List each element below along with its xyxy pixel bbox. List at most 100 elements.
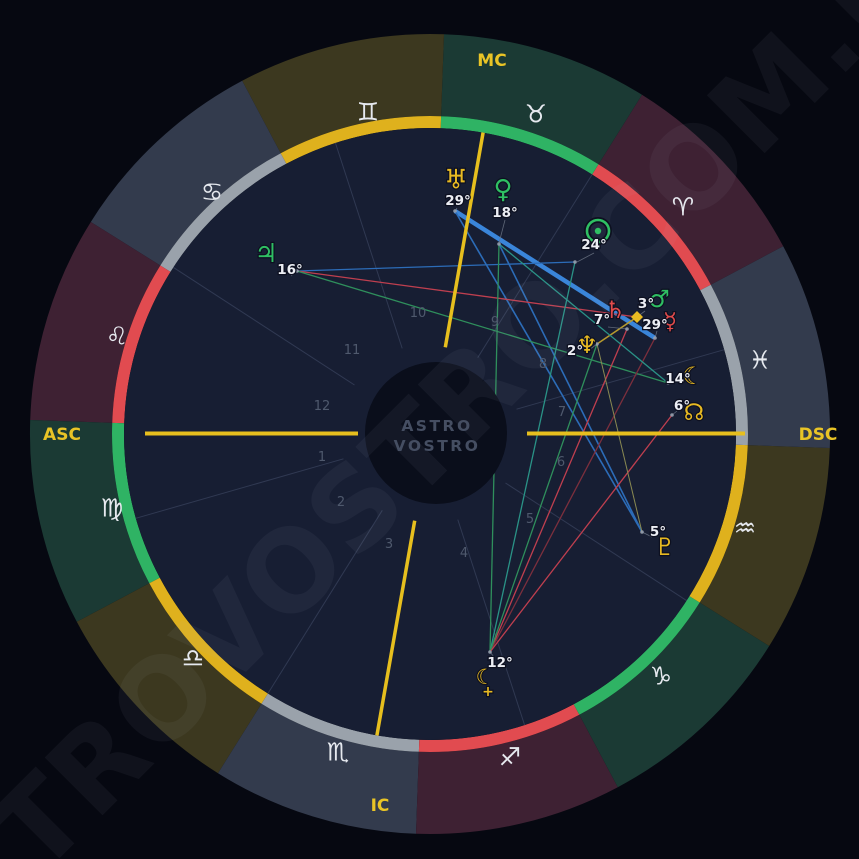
jupiter-icon: ♃ <box>254 239 277 269</box>
ic-label: IC <box>371 796 390 816</box>
house-cusp-line <box>267 510 383 694</box>
house-number-2: 2 <box>337 495 345 510</box>
band-taurus <box>440 116 599 175</box>
moon-icon: ☾ <box>682 362 704 390</box>
aspect-jupiter-sun <box>296 261 576 272</box>
aspect-venus-pluto <box>498 243 643 533</box>
house-cusp-line <box>173 266 355 386</box>
leader-line <box>576 252 595 263</box>
sign-segment-leo <box>30 222 161 423</box>
leader-line <box>498 219 506 244</box>
element-band <box>112 116 748 752</box>
virgo-icon: ♍ <box>101 494 123 523</box>
anchor-dot <box>625 327 629 331</box>
ic-axis-line <box>375 520 417 736</box>
anchor-dot <box>488 650 492 654</box>
dsc-label: DSC <box>799 425 838 445</box>
house-cusp-line <box>334 142 403 349</box>
neptune-icon: ♆ <box>576 331 598 359</box>
anchor-dot <box>453 209 457 213</box>
band-aquarius <box>689 444 748 603</box>
house-number-4: 4 <box>460 546 468 561</box>
scorpio-icon: ♏ <box>327 738 349 767</box>
asc-label: ASC <box>43 425 81 445</box>
aspect-pluto-neptune <box>596 343 643 533</box>
sign-segment-scorpio <box>218 703 419 834</box>
venus-icon: ♀ <box>493 175 512 205</box>
zodiac-glyphs: ♈ ♉ ♊ ♋ ♌ ♍ ♎ ♏ ♐ ♑ ♒ ♓ <box>101 98 771 772</box>
sun-degree-label: 24° <box>581 237 607 253</box>
house-number-6: 6 <box>557 455 565 470</box>
lilith-degree-label: 12° <box>487 655 513 671</box>
aspect-moon-venus <box>498 243 669 384</box>
center-brand-line2: VOSTRO <box>394 437 481 455</box>
uranus-degree-label: 29° <box>445 193 471 209</box>
saturn-degree-label: 7° <box>594 312 610 328</box>
band-pisces <box>700 284 748 446</box>
anchor-dot <box>670 413 674 417</box>
center-brand-line1: ASTRO <box>401 417 472 435</box>
uranus-icon: ♅ <box>444 165 468 196</box>
house-number-12: 12 <box>314 399 331 414</box>
sign-segment-aries <box>598 94 784 285</box>
north-node-degree-label: 6° <box>674 398 690 414</box>
band-capricorn <box>573 596 700 715</box>
zodiac-ring <box>29 33 831 835</box>
anchor-dot <box>497 242 501 246</box>
moon-degree-label: 14° <box>665 371 691 387</box>
pisces-icon: ♓ <box>749 346 771 375</box>
house-number-8: 8 <box>539 357 547 372</box>
planets: 24° ♀ 18° ♅ 29° ♃ 16° ♄ 7° ♂ 3° ☿ 29° ♆ … <box>253 163 705 701</box>
aspect-lines <box>296 209 673 653</box>
house-number-10: 10 <box>410 306 427 321</box>
mars-icon: ♂ <box>648 285 670 313</box>
band-scorpio <box>261 693 420 752</box>
sign-segment-capricorn <box>579 602 770 788</box>
sign-segment-taurus <box>441 34 642 165</box>
pluto-degree-label: 5° <box>650 524 666 540</box>
center-disc <box>365 362 507 504</box>
leader-line <box>641 531 653 538</box>
lilith-crescent: ☾ <box>476 665 495 689</box>
sagittarius-icon: ♐ <box>499 743 521 772</box>
lilith-cross: + <box>482 684 494 700</box>
lilith-icon: ☾ + <box>474 664 495 701</box>
jupiter-degree-label: 16° <box>277 262 303 278</box>
sign-segment-aquarius <box>699 445 830 646</box>
taurus-icon: ♉ <box>525 100 547 129</box>
anchor-dot <box>295 269 299 273</box>
gemini-icon: ♊ <box>357 98 379 127</box>
sign-segment-pisces <box>710 246 831 448</box>
venus-degree-label: 18° <box>492 205 518 221</box>
north-node-icon: ☊ <box>684 400 704 426</box>
band-cancer <box>160 153 287 272</box>
anchor-dot <box>666 381 670 385</box>
aquarius-icon: ♒ <box>734 514 756 543</box>
house-numbers: 1 2 3 4 5 6 7 8 9 10 11 12 <box>314 306 566 561</box>
aspect-sun-lilith <box>489 261 576 653</box>
aspect-mercury-lilith <box>489 337 656 653</box>
anchor-dot <box>640 530 644 534</box>
aspect-saturn-lilith <box>489 328 628 653</box>
mars-degree-label: 3° <box>638 296 654 312</box>
anchor-dot <box>573 260 577 264</box>
band-gemini <box>280 116 442 164</box>
aspect-jupiter-moon <box>296 270 669 384</box>
house-cusp-line <box>505 482 687 602</box>
saturn-icon: ♄ <box>604 296 626 324</box>
sign-segment-cancer <box>90 80 281 266</box>
house-cusp-line <box>135 458 344 519</box>
aspect-neptune-mars <box>596 316 638 345</box>
band-libra <box>149 577 268 704</box>
band-aries <box>592 164 711 291</box>
libra-icon: ♎ <box>182 644 204 673</box>
mercury-degree-label: 29° <box>642 317 668 333</box>
band-virgo <box>112 422 160 584</box>
mc-label: MC <box>477 51 506 71</box>
aspect-lilith-node <box>489 414 673 653</box>
leo-icon: ♌ <box>106 322 128 351</box>
sign-segment-libra <box>76 583 262 774</box>
anchor-dot <box>653 336 657 340</box>
chart-axes <box>145 132 745 736</box>
